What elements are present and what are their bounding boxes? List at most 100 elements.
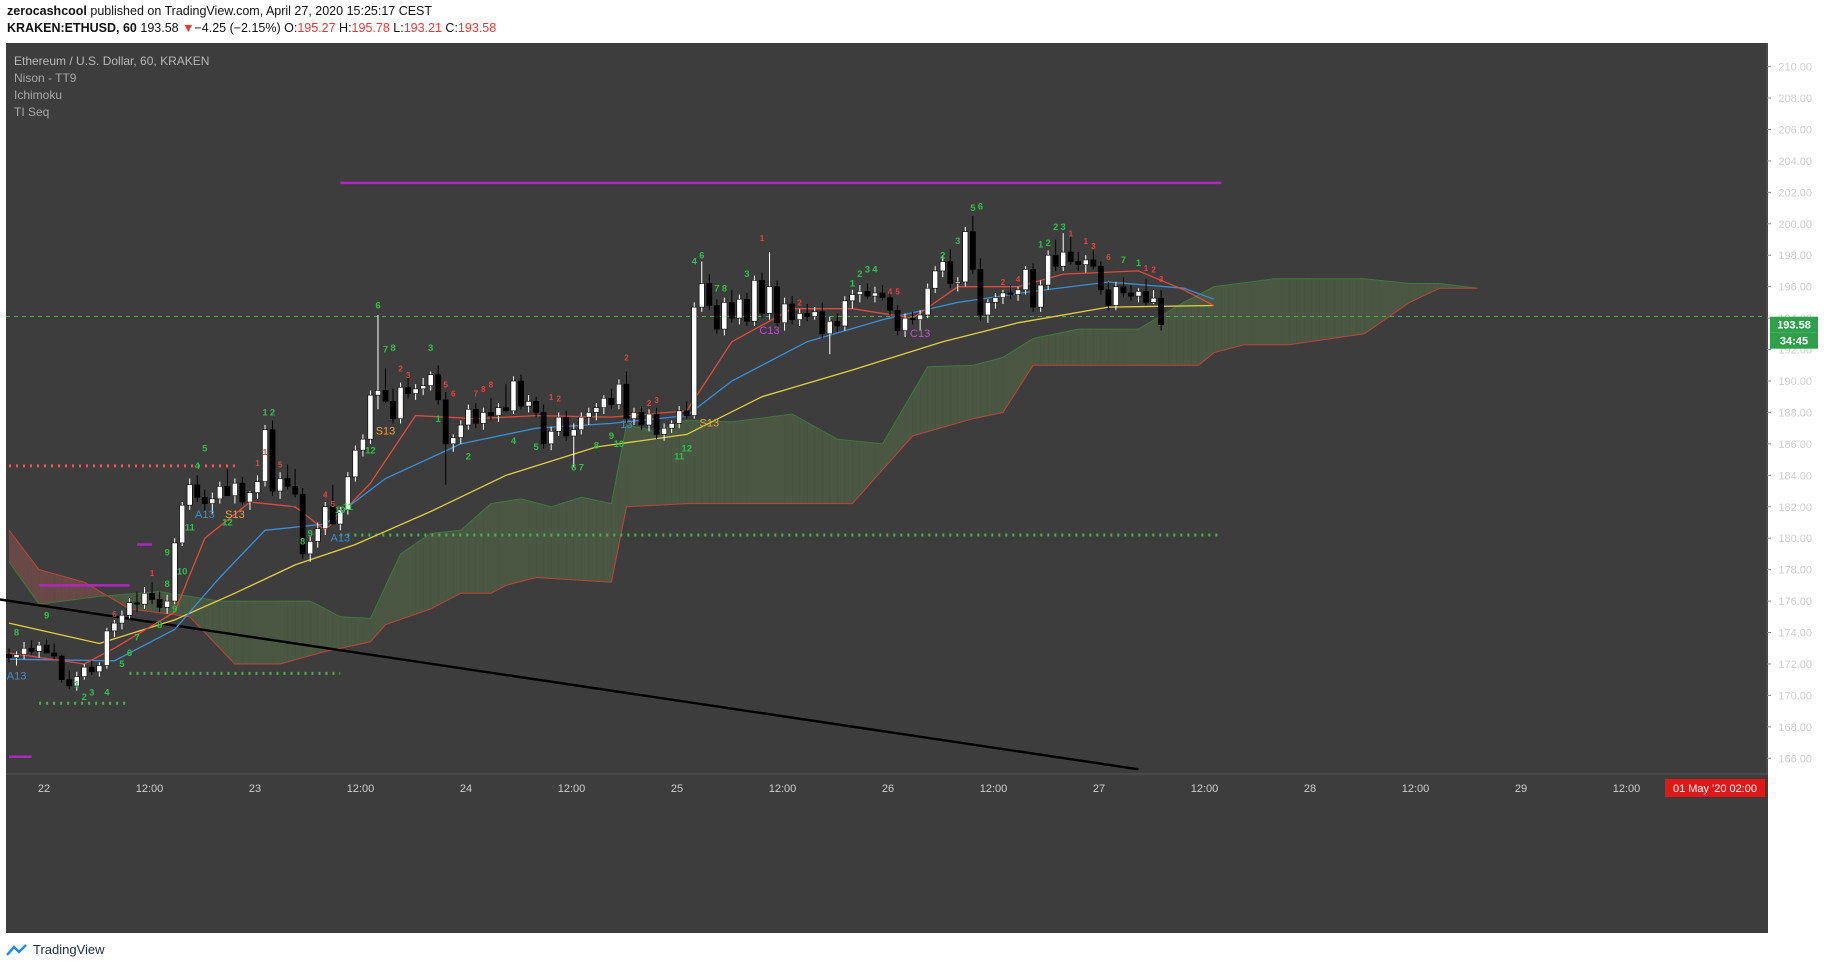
cloud-segment: [483, 503, 491, 594]
cloud-segment: [438, 531, 446, 606]
chart-title: Ethereum / U.S. Dollar, 60, KRAKEN: [14, 54, 209, 68]
candle-body: [736, 298, 743, 319]
time-tick-label: 12:00: [1613, 783, 1641, 795]
candle: [1135, 288, 1142, 303]
candle: [751, 275, 758, 326]
candle: [856, 285, 863, 303]
candle-body: [239, 482, 246, 503]
cloud-segment: [1394, 281, 1403, 313]
cloud-segment: [852, 440, 860, 504]
candle-body: [1015, 289, 1021, 295]
candle: [186, 478, 193, 510]
cloud-segment: [1364, 278, 1372, 334]
candle: [992, 292, 999, 309]
candle-body: [804, 313, 811, 317]
candle: [706, 274, 713, 311]
publish-info: zerocashcool published on TradingView.co…: [7, 4, 432, 18]
candle-body: [774, 286, 780, 324]
seq-count-label: 6: [375, 301, 380, 312]
candle-body: [796, 313, 803, 320]
seq-count-label: 8: [722, 283, 727, 294]
candle: [841, 296, 848, 331]
candles: [6, 215, 1164, 691]
candle-body: [134, 602, 140, 605]
ichimoku-cloud: [8, 278, 1478, 665]
cloud-segment: [709, 421, 717, 504]
seq-count-label: 2: [797, 299, 802, 308]
cloud-segment: [536, 502, 544, 578]
cloud-segment: [859, 441, 868, 496]
cloud-segment: [1191, 294, 1199, 366]
candle: [495, 402, 502, 422]
indicator-nison[interactable]: Nison - TT9: [14, 71, 77, 85]
candle: [631, 407, 637, 426]
cloud-segment: [505, 500, 514, 586]
candle-body: [73, 676, 80, 687]
candle: [1037, 280, 1044, 312]
cloud-segment: [528, 500, 537, 580]
candle: [653, 407, 660, 440]
candle: [804, 303, 811, 322]
cloud-segment: [332, 612, 341, 650]
cloud-segment: [1010, 347, 1019, 401]
cloud-segment: [521, 498, 529, 582]
indicator-ti-seq[interactable]: TI Seq: [14, 105, 49, 119]
publish-header: zerocashcool published on TradingView.co…: [0, 0, 1828, 43]
candle-body: [224, 486, 231, 497]
time-tick-label: 29: [1515, 783, 1527, 795]
cloud-segment: [1371, 279, 1380, 329]
candle: [1015, 286, 1021, 301]
candle: [638, 406, 645, 430]
candle-body: [969, 231, 976, 270]
cloud-segment: [1311, 278, 1320, 342]
candle: [472, 402, 479, 429]
seq-count-label: 7: [383, 345, 388, 356]
candle-body: [179, 504, 186, 544]
cloud-segment: [280, 601, 288, 664]
indicator-ichimoku[interactable]: Ichimoku: [14, 88, 62, 102]
candle-body: [623, 383, 630, 420]
candle-body: [1113, 286, 1119, 306]
low-label: L:: [393, 21, 404, 35]
candle-body: [698, 283, 705, 308]
candle-body: [247, 492, 253, 503]
cloud-segment: [54, 573, 62, 603]
candle: [947, 248, 954, 289]
cloud-segment: [257, 601, 266, 664]
cloud-segment: [1258, 279, 1267, 345]
seq-signal-label: 13: [620, 419, 632, 431]
seq-count-label: 1: [1136, 258, 1142, 269]
seq-count-label: 1: [1144, 264, 1149, 273]
candle-body: [646, 413, 652, 426]
cloud-segment: [935, 366, 943, 430]
candle-body: [472, 408, 479, 424]
time-tick-label: 12:00: [1191, 783, 1219, 795]
seq-count-label: 8: [157, 620, 162, 631]
candle: [540, 404, 547, 449]
tradingview-logo[interactable]: TradingView: [6, 942, 105, 957]
seq-count-label: 2: [556, 394, 561, 403]
seq-count-label: 5: [119, 659, 125, 670]
candle-body: [277, 478, 283, 492]
price-tick-label: 206.00: [1778, 124, 1812, 136]
seq-count-label: 4: [104, 687, 110, 698]
candle: [480, 407, 487, 430]
author-name[interactable]: zerocashcool: [7, 4, 87, 18]
cloud-segment: [1130, 329, 1139, 366]
seq-count-label: 2: [1045, 238, 1050, 249]
price-tick-label: 204.00: [1778, 156, 1812, 168]
candle: [1045, 250, 1052, 290]
published-text: published on TradingView.com, April 27, …: [90, 4, 433, 18]
high-label: H:: [339, 21, 352, 35]
seq-signal-label: C13: [910, 328, 930, 340]
chart-area[interactable]: 8 9 1 2 3 4 5 6 7 8 9 10 11 12 8 9 4 5 1 2 8 9 10 11 12 6 7 8 3 1 2 4 5 6…: [0, 43, 1828, 933]
candle-body: [427, 374, 434, 387]
candle-body: [977, 269, 984, 316]
seq-count-label: 2: [466, 452, 471, 463]
candle-body: [194, 484, 201, 498]
cloud-segment: [739, 419, 747, 504]
seq-count-label: 11: [343, 502, 354, 513]
seq-count-label: 2: [270, 408, 275, 419]
candle-body: [1067, 251, 1074, 262]
